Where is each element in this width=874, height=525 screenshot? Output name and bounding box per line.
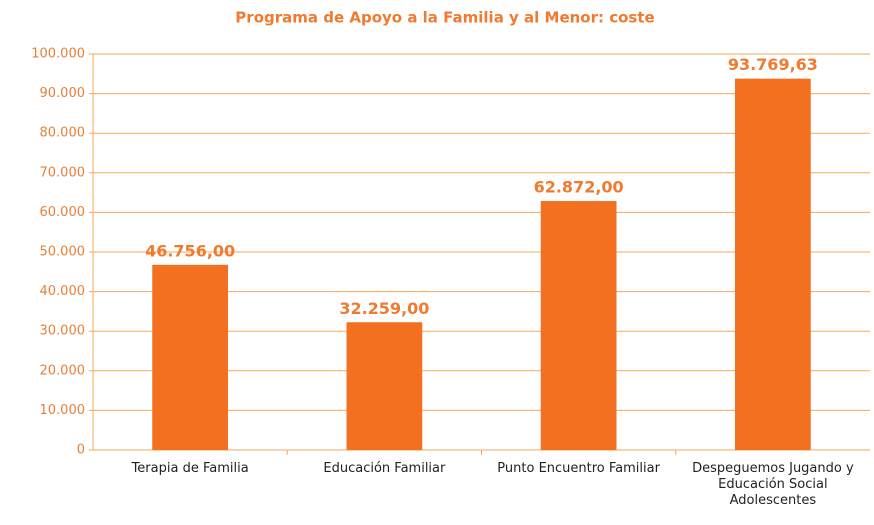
y-tick-label: 30.000 bbox=[40, 324, 86, 339]
bar bbox=[152, 264, 229, 450]
y-tick-label: 70.000 bbox=[40, 165, 86, 180]
bar bbox=[734, 78, 811, 450]
value-label: 46.756,00 bbox=[145, 241, 235, 260]
value-label: 32.259,00 bbox=[339, 299, 429, 318]
y-tick-label: 50.000 bbox=[40, 245, 86, 260]
x-tick-label: Terapia de Familia bbox=[131, 461, 249, 476]
y-tick-label: 20.000 bbox=[40, 363, 86, 378]
chart-title: Programa de Apoyo a la Familia y al Meno… bbox=[235, 9, 654, 27]
x-tick-label: Educación Familiar bbox=[323, 461, 446, 476]
value-label: 62.872,00 bbox=[534, 178, 624, 197]
x-tick-label: Punto Encuentro Familiar bbox=[497, 461, 660, 476]
y-tick-label: 80.000 bbox=[40, 126, 86, 141]
y-tick-label: 100.000 bbox=[31, 47, 85, 62]
y-tick-label: 40.000 bbox=[40, 284, 86, 299]
y-tick-label: 90.000 bbox=[40, 86, 86, 101]
bar bbox=[346, 322, 423, 450]
y-tick-label: 0 bbox=[77, 443, 85, 458]
y-tick-label: 10.000 bbox=[40, 403, 86, 418]
x-tick-label: Despeguemos Jugando y Educación Social A… bbox=[692, 461, 854, 508]
bar bbox=[540, 201, 617, 450]
y-tick-label: 60.000 bbox=[40, 205, 86, 220]
value-label: 93.769,63 bbox=[728, 55, 818, 74]
